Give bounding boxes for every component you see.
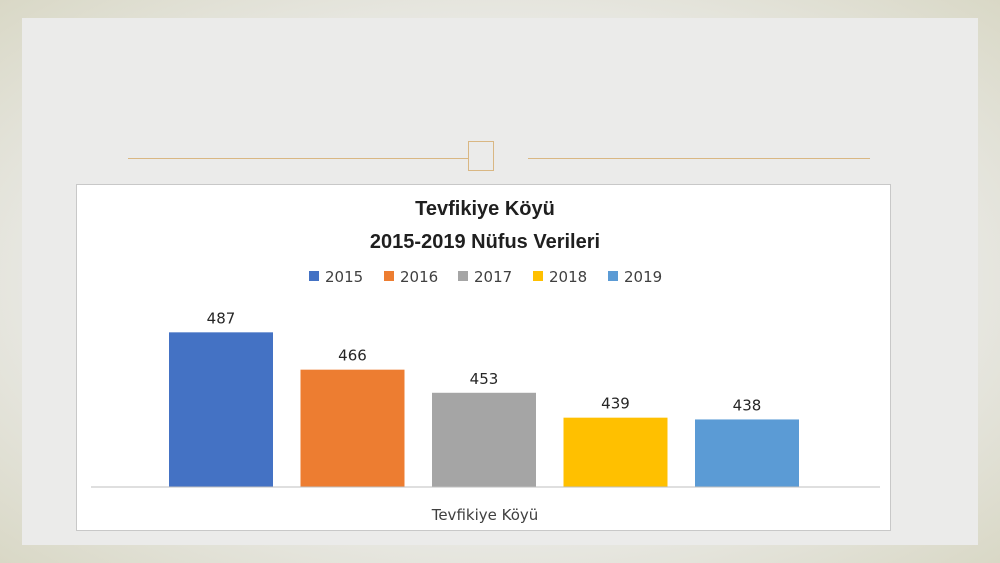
bar-2016 (300, 369, 405, 487)
bar-2018 (563, 417, 668, 487)
data-label-2017: 453 (470, 370, 499, 388)
x-axis-category-label: Tevfikiye Köyü (431, 506, 539, 524)
ornament-line-right (528, 158, 870, 159)
chart-legend: 2015 2016 2017 2018 2019 (309, 268, 662, 286)
bar-2019 (695, 419, 799, 487)
legend-label-2016: 2016 (400, 268, 438, 286)
data-label-group: 487 466 453 439 438 (207, 309, 762, 414)
bar-group (169, 332, 799, 487)
data-label-2019: 438 (733, 396, 762, 414)
data-label-2018: 439 (601, 395, 630, 413)
legend-label-2018: 2018 (549, 268, 587, 286)
chart-subtitle: 2015-2019 Nüfus Verileri (370, 231, 600, 253)
legend-swatch-2017 (458, 271, 468, 281)
chart-panel: Tevfikiye Köyü 2015-2019 Nüfus Verileri … (76, 184, 891, 531)
legend-swatch-2016 (384, 271, 394, 281)
chart-title: Tevfikiye Köyü (415, 198, 555, 220)
legend-label-2017: 2017 (474, 268, 512, 286)
legend-swatch-2015 (309, 271, 319, 281)
data-label-2015: 487 (207, 309, 236, 327)
legend-label-2019: 2019 (624, 268, 662, 286)
bar-chart: Tevfikiye Köyü 2015-2019 Nüfus Verileri … (91, 198, 880, 524)
legend-swatch-2019 (608, 271, 618, 281)
data-label-2016: 466 (338, 347, 367, 365)
bar-2015 (169, 332, 273, 487)
bar-2017 (432, 392, 536, 487)
ornament-line-left (128, 158, 468, 159)
ornament-square (468, 141, 494, 171)
legend-swatch-2018 (533, 271, 543, 281)
legend-label-2015: 2015 (325, 268, 363, 286)
